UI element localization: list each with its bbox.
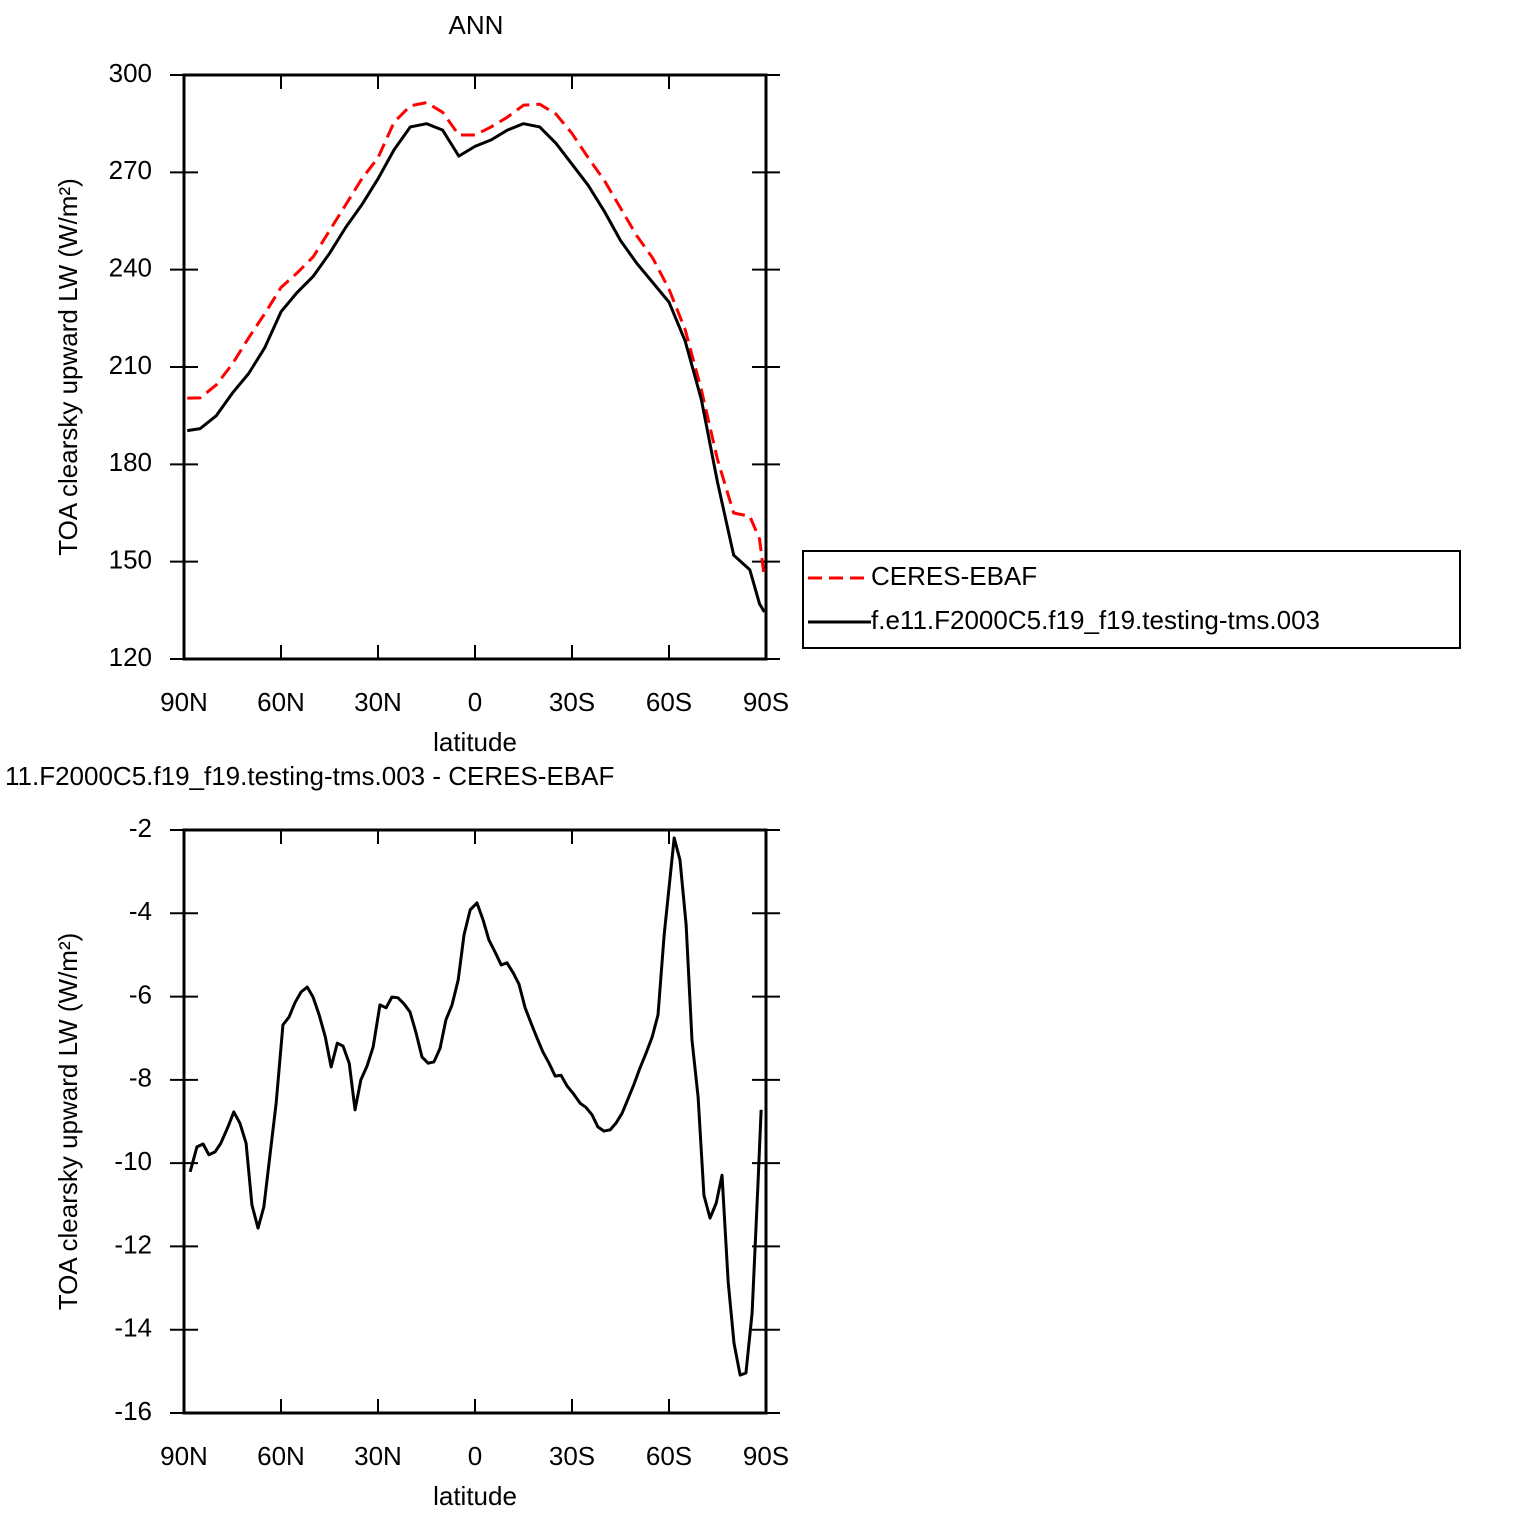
y-tick-label: -2: [129, 813, 152, 843]
plot-frame: [182, 73, 768, 661]
x-axis-label: latitude: [433, 727, 517, 757]
x-tick-label: 90N: [160, 687, 208, 717]
y-axis-label: TOA clearsky upward LW (W/m²): [53, 178, 83, 556]
y-tick-label: 240: [109, 253, 152, 283]
y-tick-label: 210: [109, 350, 152, 380]
y-tick-label: -8: [129, 1063, 152, 1093]
legend-label: CERES-EBAF: [871, 561, 1037, 591]
y-tick-label: -14: [114, 1313, 152, 1343]
x-tick-label: 60N: [257, 1441, 305, 1471]
x-tick-label: 0: [468, 687, 482, 717]
y-axis-label: TOA clearsky upward LW (W/m²): [53, 933, 83, 1311]
y-tick-label: 150: [109, 545, 152, 575]
y-tick-label: 270: [109, 155, 152, 185]
x-tick-label: 60N: [257, 687, 305, 717]
x-tick-label: 30N: [354, 1441, 402, 1471]
x-tick-label: 60S: [646, 687, 692, 717]
chart-title: 11.F2000C5.f19_f19.testing-tms.003 - CER…: [5, 761, 614, 791]
plot-frame: [182, 828, 768, 1415]
x-tick-label: 60S: [646, 1441, 692, 1471]
legend: CERES-EBAF f.e11.F2000C5.f19_f19.testing-…: [802, 550, 1461, 649]
x-tick-label: 30S: [549, 687, 595, 717]
y-tick-label: 120: [109, 642, 152, 672]
x-tick-label: 30S: [549, 1441, 595, 1471]
legend-box: [802, 550, 1461, 649]
data-line: [187, 101, 766, 579]
y-tick-label: -12: [114, 1229, 152, 1259]
y-tick-label: -4: [129, 896, 152, 926]
data-line: [187, 122, 766, 613]
data-line: [188, 836, 763, 1377]
x-tick-label: 0: [468, 1441, 482, 1471]
legend-label: f.e11.F2000C5.f19_f19.testing-tms.003: [871, 605, 1320, 635]
y-tick-label: -6: [129, 979, 152, 1009]
x-tick-label: 30N: [354, 687, 402, 717]
y-tick-label: -10: [114, 1146, 152, 1176]
x-tick-label: 90S: [743, 687, 789, 717]
y-tick-label: 180: [109, 447, 152, 477]
x-axis-label: latitude: [433, 1481, 517, 1511]
chart-title: ANN: [449, 10, 504, 40]
y-tick-label: -16: [114, 1396, 152, 1426]
x-tick-label: 90S: [743, 1441, 789, 1471]
x-tick-label: 90N: [160, 1441, 208, 1471]
y-tick-label: 300: [109, 58, 152, 88]
